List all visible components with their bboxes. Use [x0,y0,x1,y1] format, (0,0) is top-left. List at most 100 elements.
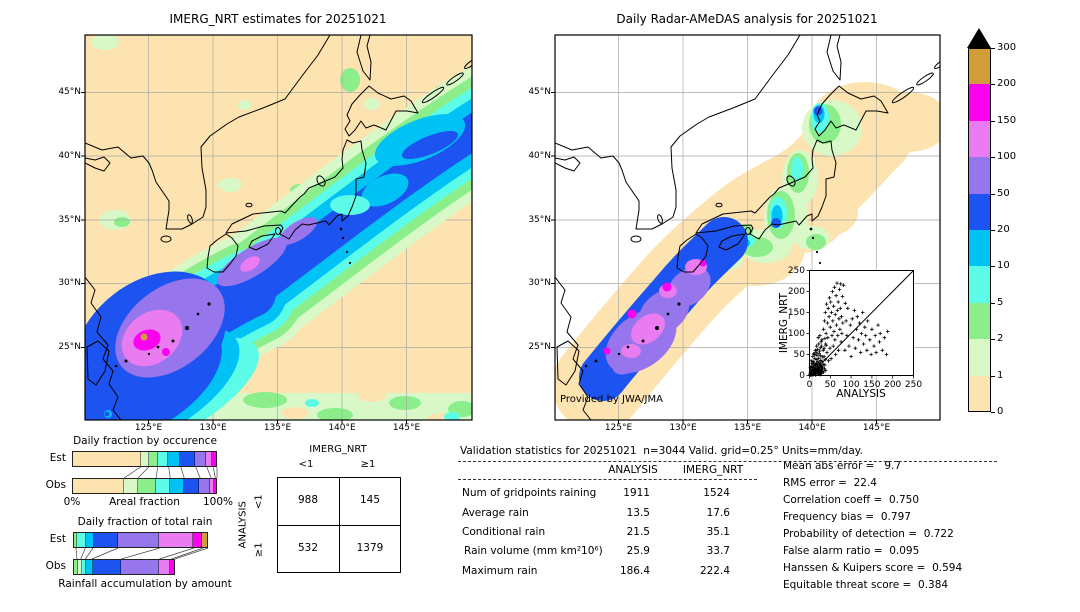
validation-col-imerg: IMERG_NRT [682,464,744,476]
colorbar-tick-label: 50 [997,187,1010,199]
imerg-map-panel [80,34,473,425]
bar-segment [86,533,94,547]
colorbar-tick [991,157,995,159]
colorbar-tick [991,375,995,377]
stat-row-label: Rain volume (mm km²10⁶) [464,545,603,557]
lon-tick-label: 135°E [263,423,292,433]
bar-segment [124,479,139,493]
bar-segment [86,560,93,574]
scatter-points [808,281,890,377]
lon-tick-label: 145°E [862,423,891,433]
colorbar-tick-label: 5 [997,296,1004,308]
stat-row-label: Maximum rain [462,565,538,577]
colorbar-tick-label: 100 [997,151,1017,163]
stat-row-label: Conditional rain [462,526,546,538]
lat-tick-label: 45°N [58,87,81,97]
occurrence-row-label-obs: Obs [45,479,66,491]
metric-line: Correlation coeff = 0.750 [783,494,919,506]
colorbar-segment [968,193,991,230]
bar-segment [158,560,171,574]
bar-segment [202,533,207,547]
colorbar-segment [968,266,991,303]
inset-x-tick-label: 150 [863,380,881,390]
validation-title: Validation statistics for 20251021 n=304… [460,445,863,457]
totalrain-chart-title: Daily fraction of total rain [77,516,213,528]
bar-segment [74,533,77,547]
bar-segment [73,479,125,493]
colorbar-segment [968,84,991,121]
stat-row-label: Num of gridpoints raining [462,487,597,499]
bar-segment [168,452,181,466]
metric-line: Hanssen & Kuipers score = 0.594 [783,562,963,574]
colorbar-tick [991,339,995,341]
bar-segment [183,479,200,493]
lat-tick-label: 25°N [528,342,551,352]
occurrence-row-label-est: Est [49,452,66,464]
bar-segment [180,452,195,466]
occurrence-x0: 0% [63,496,81,508]
occurrence_fraction-bar-est [72,451,217,467]
total_rain_fraction-bar-obs [73,559,175,575]
imerg-map-title: IMERG_NRT estimates for 20251021 [169,12,387,26]
lon-tick-label: 135°E [733,423,762,433]
bar-segment [74,560,78,574]
inset-y-tick-label: 100 [787,328,805,339]
bar-segment [214,479,216,493]
bar-segment [205,452,213,466]
contingency-col-label-lt1: <1 [298,459,314,470]
contingency-col-header: IMERG_NRT [309,444,367,455]
colorbar-tick [991,302,995,304]
metric-line: Mean abs error = 9.7 [783,460,902,472]
lat-tick-label: 30°N [528,278,551,288]
stat-row-label: Average rain [462,507,529,519]
colorbar-tick-label: 2 [997,333,1004,345]
inset-y-tick-label: 250 [787,265,805,276]
stat-row-val: 186.4 [619,565,650,577]
colorbar-tick-label: 300 [997,42,1017,53]
bar-segment [92,560,122,574]
inset-x-tick-label: 0 [806,380,813,390]
inset-x-tick-label: 200 [884,380,902,390]
colorbar-segment [968,120,991,158]
colorbar-tick [991,266,995,268]
bar-segment [199,479,211,493]
colorbar-tick-label: 150 [997,114,1017,126]
colorbar-over-arrow [967,28,991,48]
bar-segment [118,533,160,547]
lat-tick-label: 35°N [58,214,81,225]
bar-segment [159,533,194,547]
colorbar-tick-label: 20 [997,224,1010,235]
credit-text: Provided by JWA/JMA [560,394,663,405]
colorbar-tick-label: 0 [997,406,1004,417]
contingency-cell-10: 532 [297,542,319,554]
bar-segment [170,560,174,574]
stat-row-val: 33.7 [706,545,730,557]
radar-map-panel [550,34,941,425]
colorbar-tick [991,120,995,122]
lat-tick-label: 25°N [58,342,81,352]
bar-segment [76,533,87,547]
stat-row-val: 17.6 [706,507,730,519]
bar-segment [193,533,203,547]
metric-line: Probability of detection = 0.722 [783,528,954,540]
contingency-cell-11: 1379 [356,542,384,554]
bar-segment [77,560,82,574]
bar-segment [138,479,156,493]
stat-row-val: 35.1 [706,526,730,538]
colorbar-segment [968,339,991,376]
colorbar-segment [968,375,991,412]
lon-tick-label: 125°E [134,423,163,433]
bar-segment [148,452,158,466]
totalrain-row-label-est: Est [49,533,66,545]
contingency-cell-01: 145 [359,494,381,506]
colorbar-segment [968,48,991,85]
colorbar-segment [968,230,991,267]
contingency-row-header: ANALYSIS [237,501,249,549]
lat-tick-label: 30°N [58,278,81,288]
bar-segment [81,560,87,574]
totalrain-row-label-obs: Obs [45,560,66,572]
contingency-row-label-ge1: ≥1 [253,542,265,558]
contingency-row-label-lt1: <1 [253,494,265,510]
colorbar-tick [991,412,995,413]
